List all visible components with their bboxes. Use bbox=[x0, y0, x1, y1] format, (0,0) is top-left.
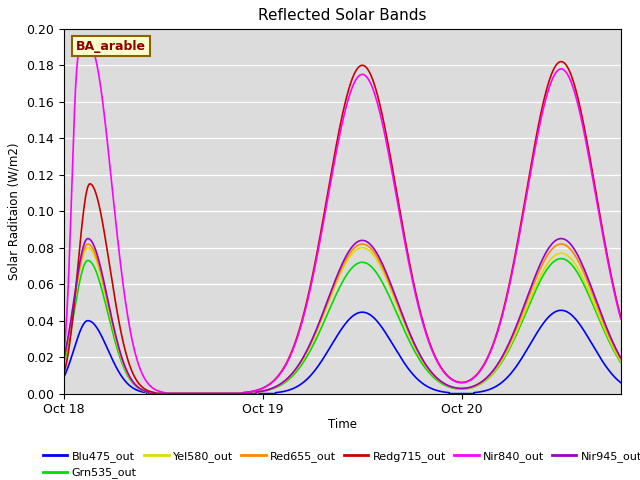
Y-axis label: Solar Raditaion (W/m2): Solar Raditaion (W/m2) bbox=[8, 143, 20, 280]
Nir945_out bbox=[499, 353, 506, 359]
Red655_out bbox=[316, 319, 324, 324]
Redg715_out bbox=[601, 240, 609, 246]
Grn535_out bbox=[316, 327, 324, 333]
Red655_out bbox=[60, 356, 68, 362]
Nir945_out bbox=[557, 236, 565, 241]
Blu475_out bbox=[601, 362, 609, 368]
Blu475_out bbox=[331, 336, 339, 342]
Redg715_out bbox=[499, 310, 506, 315]
Red655_out bbox=[331, 281, 339, 287]
Yel580_out bbox=[617, 359, 625, 364]
Blu475_out bbox=[143, 391, 151, 396]
Grn535_out bbox=[557, 256, 565, 262]
Nir945_out bbox=[88, 240, 96, 245]
Line: Red655_out: Red655_out bbox=[64, 244, 621, 394]
Line: Nir945_out: Nir945_out bbox=[64, 239, 621, 394]
Grn535_out bbox=[331, 294, 339, 300]
Redg715_out bbox=[557, 59, 565, 64]
Yel580_out bbox=[88, 249, 96, 254]
Nir840_out bbox=[602, 245, 609, 251]
Line: Nir840_out: Nir840_out bbox=[64, 44, 621, 394]
Nir840_out bbox=[499, 310, 507, 316]
Grn535_out bbox=[144, 391, 152, 396]
Red655_out bbox=[145, 391, 152, 396]
Yel580_out bbox=[331, 283, 339, 289]
Line: Grn535_out: Grn535_out bbox=[64, 259, 621, 394]
Grn535_out bbox=[617, 360, 625, 365]
Nir945_out bbox=[617, 355, 625, 361]
Yel580_out bbox=[601, 327, 609, 333]
Red655_out bbox=[499, 354, 507, 360]
Nir840_out bbox=[60, 350, 68, 356]
Title: Reflected Solar Bands: Reflected Solar Bands bbox=[258, 9, 427, 24]
Redg715_out bbox=[152, 391, 159, 396]
Redg715_out bbox=[617, 314, 625, 320]
Blu475_out bbox=[499, 379, 506, 384]
Blu475_out bbox=[617, 380, 625, 385]
Nir945_out bbox=[602, 321, 609, 327]
Nir945_out bbox=[331, 278, 339, 284]
Text: BA_arable: BA_arable bbox=[76, 40, 147, 53]
Blu475_out bbox=[60, 374, 68, 380]
Grn535_out bbox=[88, 261, 96, 267]
Nir840_out bbox=[601, 243, 609, 249]
Redg715_out bbox=[316, 232, 324, 238]
Yel580_out bbox=[145, 391, 152, 396]
Yel580_out bbox=[358, 245, 366, 251]
Line: Redg715_out: Redg715_out bbox=[64, 61, 621, 394]
Nir840_out bbox=[617, 316, 625, 322]
Yel580_out bbox=[602, 328, 609, 334]
Grn535_out bbox=[601, 330, 609, 336]
Red655_out bbox=[617, 356, 625, 362]
Nir840_out bbox=[317, 235, 324, 241]
Red655_out bbox=[88, 245, 96, 251]
Nir945_out bbox=[316, 317, 324, 323]
Yel580_out bbox=[60, 357, 68, 363]
Grn535_out bbox=[499, 358, 506, 363]
Blu475_out bbox=[316, 360, 324, 366]
Red655_out bbox=[358, 241, 366, 247]
Grn535_out bbox=[60, 360, 68, 366]
Nir945_out bbox=[60, 355, 68, 361]
Nir840_out bbox=[89, 47, 97, 52]
Nir945_out bbox=[145, 391, 152, 396]
Line: Yel580_out: Yel580_out bbox=[64, 248, 621, 394]
Redg715_out bbox=[60, 371, 68, 376]
Legend: Blu475_out, Grn535_out, Yel580_out, Red655_out, Redg715_out, Nir840_out, Nir945_: Blu475_out, Grn535_out, Yel580_out, Red6… bbox=[38, 446, 640, 480]
Redg715_out bbox=[88, 183, 96, 189]
Grn535_out bbox=[602, 330, 609, 336]
X-axis label: Time: Time bbox=[328, 418, 357, 431]
Red655_out bbox=[602, 324, 609, 329]
Blu475_out bbox=[602, 362, 609, 368]
Yel580_out bbox=[316, 320, 324, 326]
Redg715_out bbox=[331, 149, 339, 155]
Nir840_out bbox=[161, 391, 169, 396]
Yel580_out bbox=[499, 356, 507, 362]
Nir840_out bbox=[332, 155, 339, 160]
Line: Blu475_out: Blu475_out bbox=[64, 310, 621, 394]
Redg715_out bbox=[602, 242, 609, 248]
Blu475_out bbox=[557, 307, 565, 313]
Red655_out bbox=[601, 323, 609, 329]
Nir840_out bbox=[85, 41, 93, 47]
Nir945_out bbox=[601, 321, 609, 326]
Blu475_out bbox=[88, 320, 96, 325]
